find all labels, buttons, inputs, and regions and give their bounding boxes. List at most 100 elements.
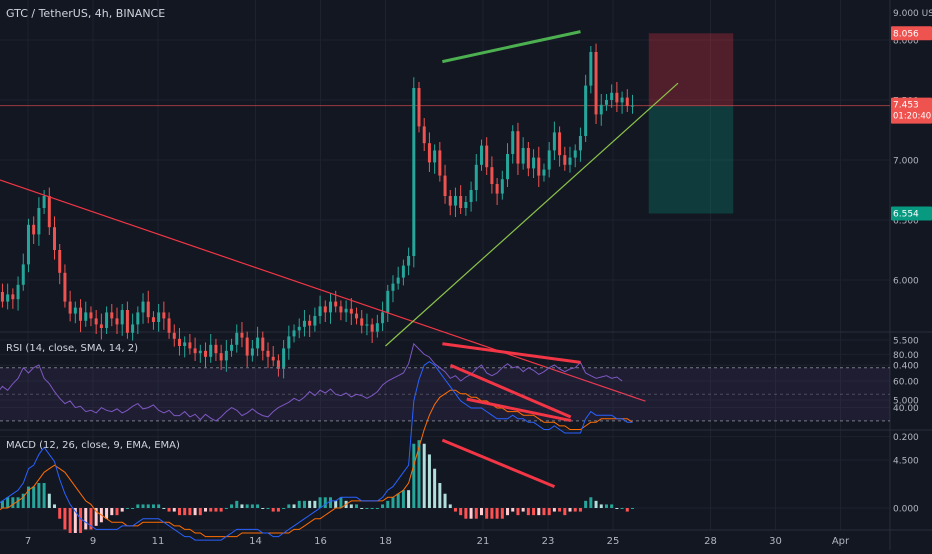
histogram-bar xyxy=(198,508,202,516)
histogram-bar xyxy=(631,508,634,509)
candle-body xyxy=(245,337,249,356)
candle-body xyxy=(16,284,20,300)
candle-body xyxy=(58,250,62,273)
macd-tick-label: 0.200 xyxy=(893,433,919,443)
chart-title: GTC / TetherUS, 4h, BINANCE xyxy=(6,7,166,20)
histogram-bar xyxy=(58,508,62,519)
histogram-bar xyxy=(193,508,197,516)
rsi-tick-label: 80.00 xyxy=(893,351,919,361)
histogram-divergence-line xyxy=(441,438,556,488)
candle-body xyxy=(568,157,572,165)
candle-body xyxy=(578,136,582,151)
candle-body xyxy=(193,348,197,354)
candle-body xyxy=(318,306,322,316)
candle-body xyxy=(250,348,254,356)
candle-body xyxy=(495,184,499,194)
candle-body xyxy=(589,52,593,86)
candle-body xyxy=(448,196,452,206)
current-price-tag: 7.453 xyxy=(893,101,919,111)
candle-body xyxy=(183,342,187,346)
candle-body xyxy=(532,157,536,169)
time-tick-label: 25 xyxy=(607,536,620,547)
candle-body xyxy=(381,312,385,324)
histogram-bar xyxy=(401,490,405,508)
candle-body xyxy=(209,344,213,357)
candle-body xyxy=(349,308,353,314)
candle-body xyxy=(552,132,556,151)
candle-body xyxy=(89,312,93,319)
candle-countdown: 01:20:40 xyxy=(893,112,931,122)
histogram-bar xyxy=(11,497,15,508)
rsi-divergence-line xyxy=(442,342,581,364)
candle-body xyxy=(594,52,598,115)
candle-body xyxy=(355,313,359,319)
candle-body xyxy=(6,294,10,302)
candle-body xyxy=(53,227,57,250)
histogram-bar xyxy=(308,500,312,508)
candle-body xyxy=(157,312,161,322)
histogram-bar xyxy=(157,504,161,508)
candle-body xyxy=(438,150,442,176)
histogram-bar xyxy=(547,508,551,516)
histogram-bar xyxy=(526,508,530,516)
histogram-bar xyxy=(532,508,536,516)
candle-body xyxy=(516,131,520,164)
histogram-bar xyxy=(256,504,260,508)
histogram-bar xyxy=(386,500,390,508)
candle-body xyxy=(219,353,223,361)
histogram-bar xyxy=(506,508,510,516)
candle-body xyxy=(151,317,155,322)
price-tick-label: 6.000 xyxy=(893,277,919,287)
histogram-bar xyxy=(250,504,254,508)
candle-body xyxy=(146,301,150,318)
candle-body xyxy=(328,301,332,313)
histogram-bar xyxy=(542,508,546,516)
candle-body xyxy=(162,312,166,319)
price-tick-label: 8.000 xyxy=(893,37,919,47)
histogram-bar xyxy=(552,508,556,512)
histogram-bar xyxy=(563,508,567,516)
candle-body xyxy=(464,202,468,208)
time-tick-label: 9 xyxy=(90,536,96,547)
candle-body xyxy=(21,264,25,285)
candle-body xyxy=(610,92,614,100)
time-tick-label: 7 xyxy=(25,536,31,547)
histogram-bar xyxy=(42,483,46,508)
candle-body xyxy=(79,307,83,321)
candle-body xyxy=(323,306,327,313)
time-tick-label: 18 xyxy=(379,536,392,547)
histogram-bar xyxy=(625,508,629,512)
histogram-bar xyxy=(47,493,51,508)
candle-body xyxy=(599,104,603,115)
histogram-bar xyxy=(141,504,145,508)
price-tick-label: 5.000 xyxy=(893,397,919,407)
candle-body xyxy=(214,344,218,354)
histogram-bar xyxy=(32,486,36,508)
macd-tick-label: 0.000 xyxy=(893,505,919,515)
candle-body xyxy=(313,316,317,326)
rsi-line xyxy=(0,342,623,422)
candle-body xyxy=(188,342,192,349)
histogram-bar xyxy=(578,508,582,512)
time-tick-label: 30 xyxy=(769,536,782,547)
histogram-bar xyxy=(84,508,88,530)
histogram-bar xyxy=(511,508,515,512)
candle-body xyxy=(427,143,431,163)
support-trendline xyxy=(385,82,679,347)
candle-body xyxy=(485,145,489,168)
candle-body xyxy=(120,310,124,325)
histogram-bar xyxy=(459,508,463,516)
histogram-bar xyxy=(146,504,150,508)
candle-body xyxy=(521,148,525,164)
histogram-bar xyxy=(53,504,57,508)
rsi-tick-label: 60.00 xyxy=(893,378,919,388)
histogram-bar xyxy=(620,508,624,509)
histogram-bar xyxy=(287,504,291,508)
candle-body xyxy=(396,277,400,284)
candle-body xyxy=(141,301,145,313)
price-tick-label: 4.500 xyxy=(893,457,919,467)
stop-zone xyxy=(648,105,734,214)
candle-body xyxy=(37,208,41,235)
candle-body xyxy=(344,308,348,313)
